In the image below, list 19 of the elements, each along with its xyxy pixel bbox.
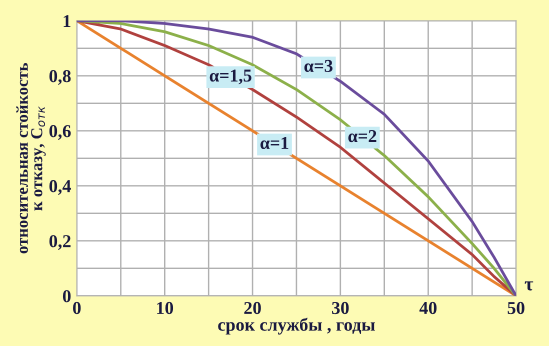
x-tick-label: 0 — [73, 302, 81, 314]
y-tick-label: 0,2 — [49, 235, 71, 250]
annotation: α=2 — [348, 130, 376, 142]
text: τ — [524, 281, 534, 290]
annotation: α=1,5 — [210, 70, 252, 84]
y-tick-label: 1 — [64, 15, 70, 28]
x-tick-label: 40 — [419, 302, 437, 314]
x-tick-label: 20 — [244, 302, 261, 314]
x-tick-label: 10 — [157, 302, 174, 314]
y-tick-label: 0,8 — [49, 70, 71, 85]
annotation: α=1 — [260, 136, 288, 150]
x-axis-title: срок службы , годы — [218, 318, 375, 335]
y-tick-label: 0,4 — [49, 180, 71, 195]
x-tick-label: 50 — [508, 302, 524, 314]
y-axis-title: относительная стойкость к отказу, C$_{отк}$ — [16, 62, 46, 254]
y-tick-label: 0 — [62, 290, 71, 302]
annotation: α=3 — [304, 60, 332, 72]
x-tick-label: 30 — [332, 302, 349, 314]
y-tick-label: 0,6 — [49, 125, 71, 140]
